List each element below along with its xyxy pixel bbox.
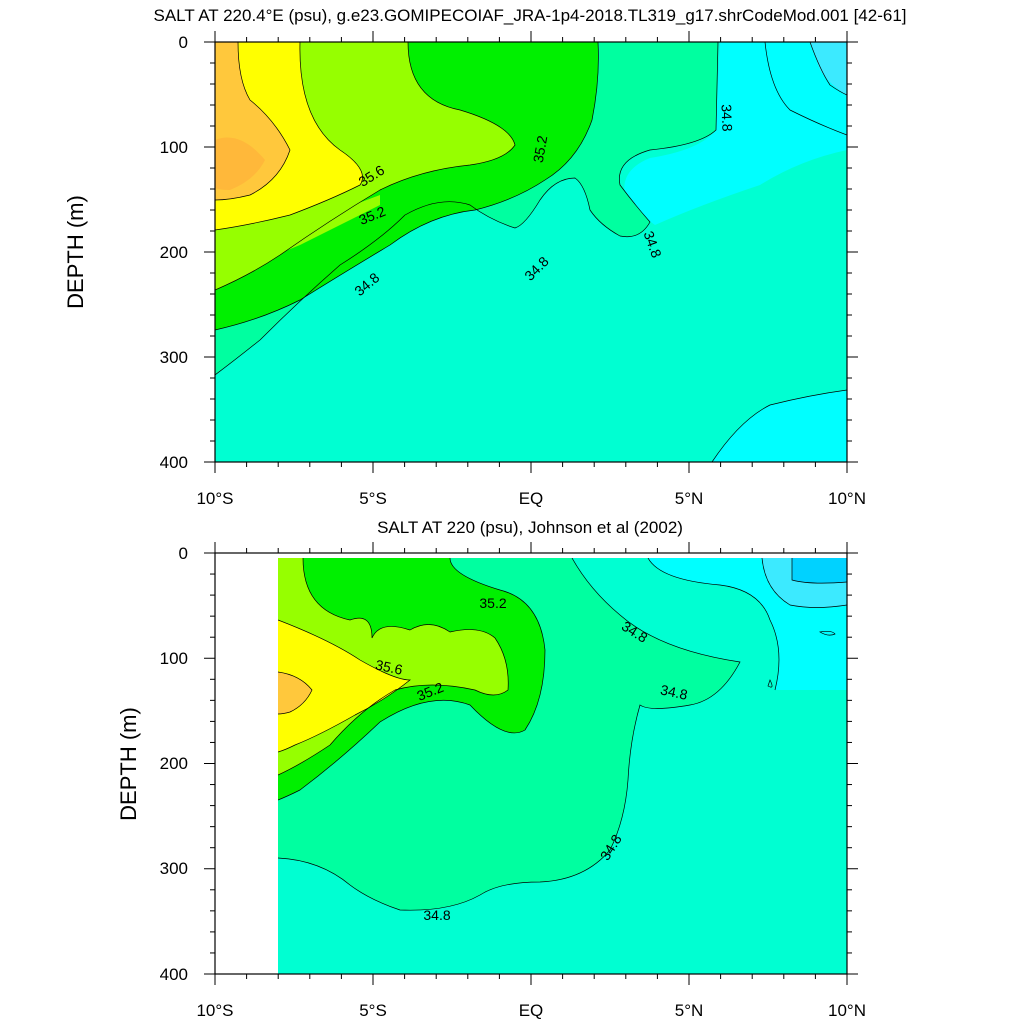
top-fill-orange-dark	[215, 137, 265, 190]
bottom-label-34-8-d: 34.8	[423, 907, 450, 923]
top-panel: SALT AT 220.4°E (psu), g.e23.GOMIPECOIAF…	[63, 6, 907, 508]
bottom-xtick-10s: 10°S	[196, 1001, 233, 1020]
top-xtick-5s: 5°S	[359, 489, 387, 508]
top-xtick-10n: 10°N	[828, 489, 866, 508]
top-xtick-5n: 5°N	[675, 489, 704, 508]
bottom-fill-yellow	[278, 620, 410, 752]
top-contour-fill	[215, 42, 847, 462]
top-ytick-300: 300	[160, 348, 188, 367]
top-xtick-eq: EQ	[519, 489, 544, 508]
bottom-panel: SALT AT 220 (psu), Johnson et al (2002)	[116, 518, 866, 1020]
top-ytick-400: 400	[160, 453, 188, 472]
top-label-34-8-ne: 34.8	[719, 104, 736, 132]
top-y-axis-title: DEPTH (m)	[63, 195, 88, 309]
top-fill-lightgreen-band	[215, 195, 380, 272]
bottom-fill-orange	[278, 672, 312, 714]
bottom-label-35-6: 35.6	[374, 656, 404, 677]
top-panel-title: SALT AT 220.4°E (psu), g.e23.GOMIPECOIAF…	[153, 6, 906, 25]
bottom-y-axis-title: DEPTH (m)	[116, 707, 141, 821]
top-xtick-10s: 10°S	[196, 489, 233, 508]
bottom-xtick-5s: 5°S	[359, 1001, 387, 1020]
bottom-xtick-10n: 10°N	[828, 1001, 866, 1020]
bottom-label-35-2-north: 35.2	[479, 595, 506, 611]
top-ytick-0: 0	[179, 33, 188, 52]
bottom-ytick-200: 200	[160, 754, 188, 773]
top-ytick-100: 100	[160, 138, 188, 157]
top-x-tick-labels: 10°S 5°S EQ 5°N 10°N	[196, 489, 866, 508]
top-axis-ticks	[204, 31, 858, 473]
top-fill-cyan-deep	[712, 390, 847, 462]
bottom-xtick-5n: 5°N	[675, 1001, 704, 1020]
bottom-axis-ticks	[204, 542, 858, 985]
top-fill-lightblue	[810, 42, 847, 95]
top-ytick-200: 200	[160, 243, 188, 262]
top-label-35-2-eq: 35.2	[530, 134, 551, 164]
bottom-ytick-100: 100	[160, 649, 188, 668]
bottom-panel-title: SALT AT 220 (psu), Johnson et al (2002)	[377, 518, 683, 537]
bottom-y-tick-labels: 0 100 200 300 400	[160, 544, 188, 984]
bottom-contour-fill	[278, 558, 847, 974]
bottom-label-34-8-b: 34.8	[659, 681, 689, 702]
bottom-xtick-eq: EQ	[519, 1001, 544, 1020]
bottom-x-tick-labels: 10°S 5°S EQ 5°N 10°N	[196, 1001, 866, 1020]
bottom-ytick-400: 400	[160, 965, 188, 984]
bottom-ytick-0: 0	[179, 544, 188, 563]
top-y-tick-labels: 0 100 200 300 400	[160, 33, 188, 472]
bottom-fill-blue	[792, 558, 847, 584]
bottom-ytick-300: 300	[160, 859, 188, 878]
